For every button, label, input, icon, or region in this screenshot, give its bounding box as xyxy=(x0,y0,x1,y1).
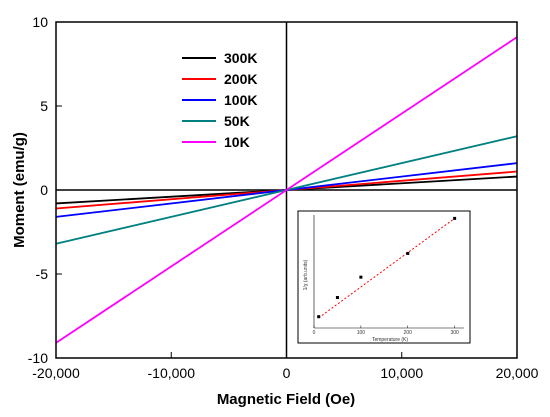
x-tick-label: 10,000 xyxy=(380,365,423,381)
inset-x-tick-label: 0 xyxy=(313,330,316,336)
inset-x-tick-label: 300 xyxy=(450,330,459,336)
x-tick-label: 0 xyxy=(283,365,291,381)
legend-label-100K: 100K xyxy=(224,92,257,108)
y-tick-label: 10 xyxy=(32,14,48,30)
legend-label-300K: 300K xyxy=(224,50,257,66)
y-tick-label: -10 xyxy=(28,350,48,366)
legend-label-200K: 200K xyxy=(224,71,257,87)
legend-label-10K: 10K xyxy=(224,134,250,150)
inset-x-tick-label: 100 xyxy=(357,330,366,336)
x-tick-label: 20,000 xyxy=(496,365,539,381)
y-tick-label: 5 xyxy=(40,98,48,114)
x-ticks: -20,000 -10,000 0 10,000 20,000 xyxy=(32,352,539,381)
x-tick-label: -10,000 xyxy=(148,365,196,381)
legend: 300K 200K 100K 50K 10K xyxy=(178,45,266,155)
inset-x-axis-title: Temperature (K) xyxy=(372,337,408,343)
inset-data-point xyxy=(317,315,321,319)
main-plot: -20,000 -10,000 0 10,000 20,000 -10 -5 0 5 10 Ma… xyxy=(11,14,539,408)
x-tick-label: -20,000 xyxy=(32,365,80,381)
series-group xyxy=(55,36,518,344)
inset-data-point xyxy=(359,275,363,279)
legend-label-50K: 50K xyxy=(224,113,250,129)
inset-data-point xyxy=(453,216,457,220)
y-axis-title: Moment (emu/g) xyxy=(11,132,28,248)
inset-data-point xyxy=(406,251,410,255)
series-line-10K xyxy=(55,36,518,344)
y-tick-label: 0 xyxy=(40,182,48,198)
inset-chart: 0 100 200 300 Temperature (K) 1/χ (arb.unit… xyxy=(297,210,471,344)
x-axis-title: Magnetic Field (Oe) xyxy=(217,391,355,408)
y-ticks: -10 -5 0 5 10 xyxy=(28,14,62,366)
y-tick-label: -5 xyxy=(36,266,49,282)
inset-x-tick-label: 200 xyxy=(404,330,413,336)
inset-inner: 0 100 200 300 xyxy=(313,215,464,336)
inset-fit-line xyxy=(318,217,455,319)
inset-y-axis-title: 1/χ (arb.units) xyxy=(303,259,309,290)
inset-frame xyxy=(297,210,471,344)
inset-data-point xyxy=(335,295,339,299)
